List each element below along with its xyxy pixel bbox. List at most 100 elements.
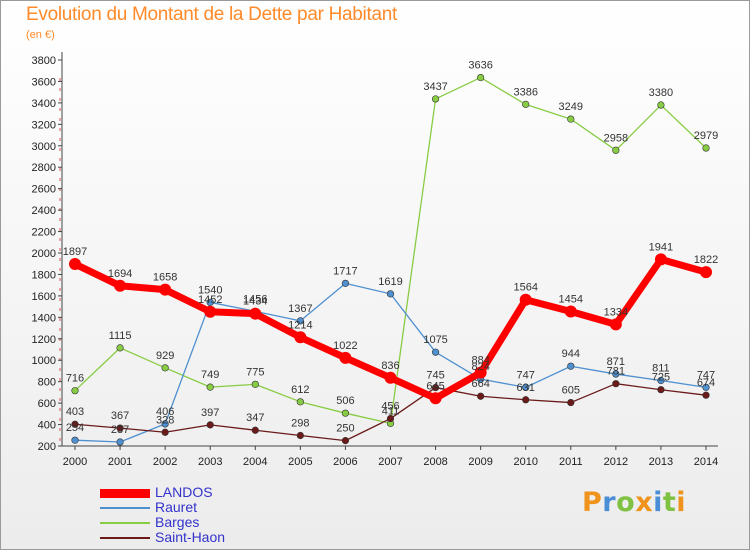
data-point-barges bbox=[71, 387, 79, 395]
data-point-landos bbox=[429, 392, 442, 405]
y-tick-label: 1200 bbox=[32, 334, 56, 346]
y-tick-label: 2000 bbox=[32, 248, 56, 260]
data-label-saint-haon: 605 bbox=[562, 385, 580, 397]
x-tick-label: 2009 bbox=[468, 456, 492, 468]
legend-item-saint-haon: Saint-Haon bbox=[100, 530, 300, 545]
data-label-landos: 1334 bbox=[604, 306, 628, 318]
x-tick-label: 2000 bbox=[63, 456, 87, 468]
data-label-rauret: 871 bbox=[607, 356, 625, 368]
legend: LANDOS Rauret Barges Saint-Haon bbox=[100, 485, 300, 545]
chart-subtitle: (en €) bbox=[26, 29, 55, 41]
x-tick-label: 2002 bbox=[153, 456, 177, 468]
proxiti-logo: Proxiti bbox=[582, 487, 687, 518]
x-tick-label: 2008 bbox=[423, 456, 447, 468]
data-point-landos bbox=[249, 307, 262, 320]
data-point-saint-haon bbox=[296, 431, 304, 440]
y-tick-label: 600 bbox=[38, 398, 56, 410]
data-label-rauret: 747 bbox=[697, 369, 715, 381]
data-point-landos bbox=[564, 305, 577, 318]
data-label-barges: 2958 bbox=[604, 132, 628, 144]
data-point-rauret bbox=[386, 290, 395, 298]
data-label-barges: 929 bbox=[156, 350, 174, 362]
y-tick-label: 1600 bbox=[32, 291, 56, 303]
data-point-landos bbox=[700, 266, 712, 279]
data-point-barges bbox=[251, 380, 259, 388]
data-label-rauret: 1619 bbox=[378, 276, 402, 288]
data-label-rauret: 254 bbox=[66, 422, 84, 434]
data-label-barges: 3437 bbox=[423, 81, 447, 93]
data-point-rauret bbox=[657, 376, 665, 385]
x-tick-label: 2004 bbox=[243, 456, 267, 468]
data-label-barges: 1115 bbox=[109, 330, 132, 342]
data-label-landos: 645 bbox=[426, 380, 444, 392]
x-tick-label: 2012 bbox=[604, 456, 628, 468]
data-label-saint-haon: 456 bbox=[381, 401, 399, 413]
data-label-landos: 1564 bbox=[513, 282, 537, 294]
data-label-saint-haon: 664 bbox=[471, 378, 489, 390]
data-label-rauret: 1717 bbox=[333, 265, 357, 277]
data-point-rauret bbox=[341, 279, 350, 287]
data-label-landos: 884 bbox=[471, 355, 489, 367]
data-label-rauret: 1540 bbox=[198, 284, 222, 296]
data-label-landos: 836 bbox=[381, 360, 399, 372]
legend-item-barges: Barges bbox=[100, 515, 300, 530]
data-label-saint-haon: 403 bbox=[66, 406, 84, 418]
data-point-saint-haon bbox=[386, 414, 395, 423]
data-point-saint-haon bbox=[477, 392, 485, 400]
legend-label: Barges bbox=[155, 514, 200, 530]
data-label-saint-haon: 298 bbox=[291, 417, 309, 429]
data-point-saint-haon bbox=[612, 380, 620, 388]
y-tick-label: 2800 bbox=[32, 162, 56, 174]
data-label-saint-haon: 781 bbox=[607, 366, 625, 378]
data-label-rauret: 944 bbox=[562, 348, 580, 360]
legend-label: LANDOS bbox=[155, 484, 213, 500]
legend-swatch bbox=[100, 522, 150, 524]
data-point-rauret bbox=[206, 298, 214, 306]
y-tick-label: 3600 bbox=[32, 76, 56, 88]
data-point-rauret bbox=[161, 420, 169, 428]
data-label-rauret: 406 bbox=[156, 406, 174, 418]
data-label-saint-haon: 250 bbox=[336, 423, 354, 435]
data-point-barges bbox=[431, 95, 440, 103]
data-point-rauret bbox=[702, 383, 710, 391]
data-point-landos bbox=[519, 293, 532, 306]
y-tick-label: 3800 bbox=[32, 55, 56, 67]
x-tick-label: 2013 bbox=[649, 456, 673, 468]
data-label-rauret: 237 bbox=[111, 424, 129, 436]
legend-swatch bbox=[100, 507, 150, 509]
data-label-rauret: 747 bbox=[517, 369, 535, 381]
y-tick-label: 3000 bbox=[32, 141, 56, 153]
data-point-saint-haon bbox=[567, 398, 575, 407]
data-label-landos: 1941 bbox=[649, 241, 673, 253]
x-tick-label: 2011 bbox=[559, 456, 583, 468]
data-point-landos bbox=[69, 258, 81, 271]
data-point-rauret bbox=[431, 348, 440, 356]
data-point-saint-haon bbox=[522, 396, 530, 404]
data-label-saint-haon: 631 bbox=[517, 382, 535, 394]
y-tick-label: 3200 bbox=[32, 119, 56, 131]
data-point-landos bbox=[339, 351, 352, 364]
data-label-saint-haon: 725 bbox=[652, 372, 670, 384]
legend-label: Saint-Haon bbox=[155, 529, 226, 545]
y-tick-label: 2200 bbox=[32, 227, 56, 239]
legend-swatch bbox=[100, 488, 150, 498]
data-point-barges bbox=[702, 144, 710, 152]
data-label-landos: 1822 bbox=[694, 254, 718, 266]
x-tick-label: 2001 bbox=[108, 456, 132, 468]
data-label-barges: 3380 bbox=[649, 87, 673, 99]
data-point-saint-haon bbox=[116, 424, 124, 432]
legend-item-landos: LANDOS bbox=[100, 485, 300, 500]
data-point-saint-haon bbox=[206, 421, 214, 429]
y-tick-label: 2400 bbox=[32, 205, 56, 217]
data-label-landos: 1022 bbox=[333, 340, 357, 352]
data-point-barges bbox=[612, 146, 620, 154]
x-tick-label: 2010 bbox=[513, 456, 537, 468]
data-label-barges: 3386 bbox=[513, 86, 537, 98]
data-label-barges: 612 bbox=[291, 384, 309, 396]
data-point-landos bbox=[474, 366, 487, 379]
data-point-saint-haon bbox=[431, 383, 440, 392]
data-label-barges: 2979 bbox=[694, 130, 718, 142]
data-label-saint-haon: 347 bbox=[246, 412, 264, 424]
